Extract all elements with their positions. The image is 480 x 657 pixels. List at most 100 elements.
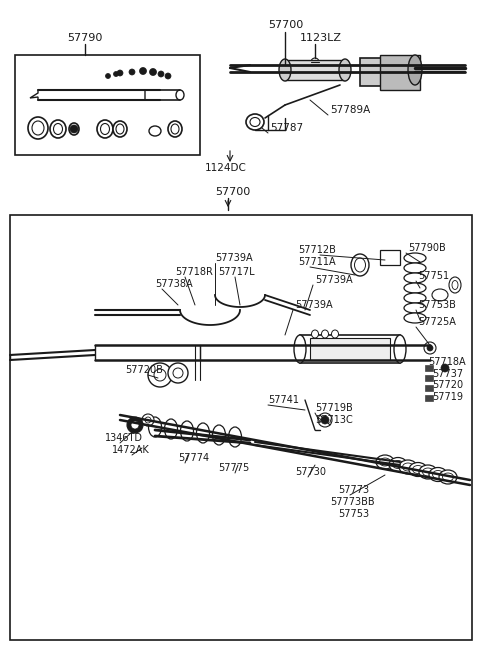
Ellipse shape xyxy=(393,461,404,468)
Ellipse shape xyxy=(50,120,66,138)
Text: 57712B: 57712B xyxy=(298,245,336,255)
Text: 1346TD: 1346TD xyxy=(105,433,143,443)
Ellipse shape xyxy=(165,419,178,439)
Ellipse shape xyxy=(439,470,457,484)
Ellipse shape xyxy=(404,253,426,263)
Text: 57753B: 57753B xyxy=(418,300,456,310)
Ellipse shape xyxy=(176,90,184,100)
Ellipse shape xyxy=(404,293,426,303)
Circle shape xyxy=(427,345,433,351)
Ellipse shape xyxy=(432,470,444,478)
Text: 57773: 57773 xyxy=(338,485,369,495)
Text: 57718A: 57718A xyxy=(428,357,466,367)
Circle shape xyxy=(165,73,171,79)
Ellipse shape xyxy=(180,421,193,441)
Ellipse shape xyxy=(376,455,394,469)
Ellipse shape xyxy=(246,114,264,130)
Bar xyxy=(310,338,390,360)
Circle shape xyxy=(321,416,329,424)
Ellipse shape xyxy=(404,273,426,283)
Text: 57789A: 57789A xyxy=(330,105,370,115)
Ellipse shape xyxy=(168,121,182,137)
Circle shape xyxy=(131,421,139,429)
Text: 57739A: 57739A xyxy=(315,275,353,285)
Ellipse shape xyxy=(322,330,328,338)
Circle shape xyxy=(441,364,449,372)
Text: 57730: 57730 xyxy=(295,467,326,477)
Ellipse shape xyxy=(412,466,423,474)
Circle shape xyxy=(154,369,166,381)
Bar xyxy=(285,60,345,80)
Text: 57751: 57751 xyxy=(418,271,449,281)
Circle shape xyxy=(70,125,78,133)
Circle shape xyxy=(148,363,172,387)
Circle shape xyxy=(140,68,146,74)
Ellipse shape xyxy=(394,335,406,363)
Ellipse shape xyxy=(419,465,437,479)
Text: 57711A: 57711A xyxy=(298,257,336,267)
Bar xyxy=(380,55,420,90)
Bar xyxy=(425,385,433,391)
Text: 57719: 57719 xyxy=(432,392,463,402)
Text: 1123LZ: 1123LZ xyxy=(300,33,342,43)
Bar xyxy=(10,215,472,640)
Text: 57725A: 57725A xyxy=(418,317,456,327)
Text: 57720: 57720 xyxy=(432,380,463,390)
Ellipse shape xyxy=(403,463,413,471)
Text: 57753: 57753 xyxy=(338,509,369,519)
Ellipse shape xyxy=(171,124,179,134)
Ellipse shape xyxy=(97,120,113,138)
Bar xyxy=(425,365,433,371)
Ellipse shape xyxy=(116,124,124,134)
Ellipse shape xyxy=(196,423,209,443)
Ellipse shape xyxy=(69,123,79,135)
Text: 57700: 57700 xyxy=(215,187,250,197)
Circle shape xyxy=(158,71,164,77)
Ellipse shape xyxy=(449,277,461,293)
Circle shape xyxy=(318,413,332,427)
Text: 57775: 57775 xyxy=(218,463,249,473)
Bar xyxy=(425,395,433,401)
Bar xyxy=(15,55,200,155)
Text: 57738A: 57738A xyxy=(155,279,192,289)
Ellipse shape xyxy=(294,335,306,363)
Bar xyxy=(300,335,400,363)
Ellipse shape xyxy=(404,313,426,323)
Text: 57773BB: 57773BB xyxy=(330,497,374,507)
Ellipse shape xyxy=(404,263,426,273)
Text: 57718R: 57718R xyxy=(175,267,213,277)
Bar xyxy=(360,58,415,86)
Text: 57739A: 57739A xyxy=(295,300,333,310)
Ellipse shape xyxy=(250,118,260,127)
Text: 57787: 57787 xyxy=(270,123,303,133)
Text: 57737: 57737 xyxy=(432,369,463,379)
Text: 57774: 57774 xyxy=(178,453,209,463)
Circle shape xyxy=(311,58,319,66)
Ellipse shape xyxy=(443,473,454,481)
Ellipse shape xyxy=(312,330,319,338)
Ellipse shape xyxy=(28,117,48,139)
Ellipse shape xyxy=(279,59,291,81)
Circle shape xyxy=(424,342,436,354)
Bar xyxy=(425,375,433,381)
Circle shape xyxy=(173,368,183,378)
Ellipse shape xyxy=(432,289,448,301)
Text: 57700: 57700 xyxy=(268,20,303,30)
Ellipse shape xyxy=(429,468,447,482)
Text: 57717L: 57717L xyxy=(218,267,254,277)
Ellipse shape xyxy=(422,468,433,476)
Text: 57741: 57741 xyxy=(268,395,299,405)
Polygon shape xyxy=(30,90,145,100)
Ellipse shape xyxy=(113,121,127,137)
Ellipse shape xyxy=(452,281,458,290)
Circle shape xyxy=(149,68,156,76)
Text: 57719B: 57719B xyxy=(315,403,353,413)
Circle shape xyxy=(142,414,154,426)
Circle shape xyxy=(145,417,151,423)
Ellipse shape xyxy=(213,425,226,445)
Circle shape xyxy=(168,363,188,383)
Circle shape xyxy=(117,70,123,76)
Ellipse shape xyxy=(339,59,351,81)
Text: 1472AK: 1472AK xyxy=(112,445,150,455)
Text: 1124DC: 1124DC xyxy=(205,163,247,173)
